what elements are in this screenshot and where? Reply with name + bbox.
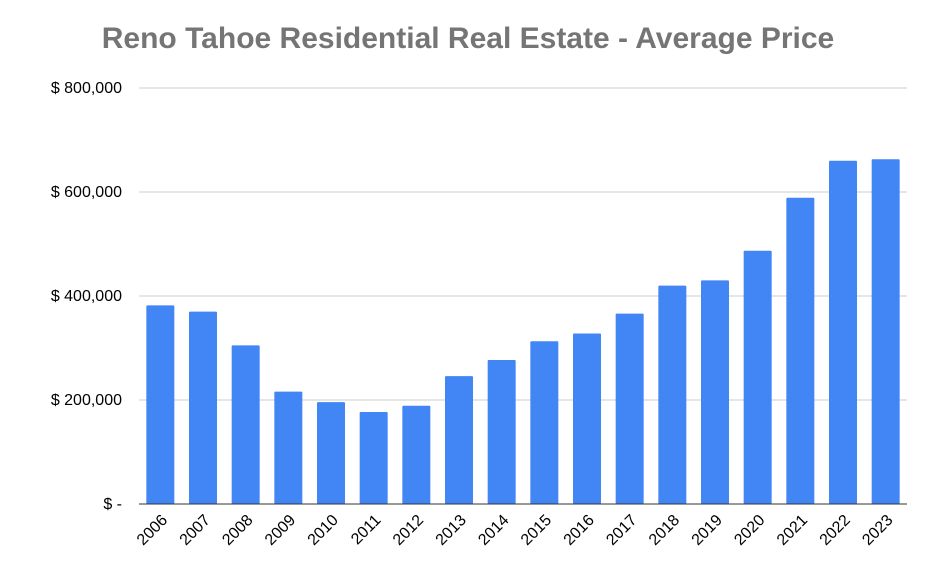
bar-2014 bbox=[487, 359, 516, 504]
x-tick-label-2010: 2010 bbox=[305, 512, 342, 549]
x-tick-label-2023: 2023 bbox=[859, 512, 896, 549]
x-tick-label-2017: 2017 bbox=[603, 512, 640, 549]
x-tick-label-2016: 2016 bbox=[561, 512, 598, 549]
x-tick-label-2013: 2013 bbox=[433, 512, 470, 549]
y-tick-label: $ 600,000 bbox=[51, 184, 122, 201]
x-tick-label-2006: 2006 bbox=[134, 512, 171, 549]
x-tick-label-2022: 2022 bbox=[817, 512, 854, 549]
y-tick-label: $ - bbox=[103, 496, 122, 513]
bar-2013 bbox=[445, 376, 473, 504]
bar-2018 bbox=[658, 285, 687, 504]
bar-2017 bbox=[615, 313, 644, 504]
x-tick-label-2012: 2012 bbox=[390, 512, 427, 549]
bar-2008 bbox=[231, 345, 260, 504]
x-tick-label-2015: 2015 bbox=[518, 512, 555, 549]
y-tick-label: $ 400,000 bbox=[51, 288, 122, 305]
x-tick-label-2018: 2018 bbox=[646, 512, 683, 549]
bar-2009 bbox=[274, 391, 303, 504]
y-tick-label: $ 800,000 bbox=[51, 80, 122, 97]
bar-2015 bbox=[530, 341, 559, 504]
bar-2006 bbox=[146, 305, 175, 504]
bar-2021 bbox=[786, 197, 815, 504]
chart-title: Reno Tahoe Residential Real Estate - Ave… bbox=[101, 22, 835, 55]
bar-2022 bbox=[829, 160, 857, 505]
gridlines bbox=[139, 87, 907, 401]
bar-2016 bbox=[573, 333, 601, 504]
x-axis-tick-labels: 2006 2007 2008 2009 2010 2011 2012 2013 2014 2015… bbox=[134, 512, 897, 549]
bar-2010 bbox=[317, 402, 345, 504]
x-tick-label-2009: 2009 bbox=[262, 512, 299, 549]
x-tick-label-2007: 2007 bbox=[177, 512, 214, 549]
bar-2012 bbox=[402, 405, 431, 504]
x-tick-label-2019: 2019 bbox=[689, 512, 726, 549]
x-tick-label-2020: 2020 bbox=[731, 512, 768, 549]
x-tick-label-2008: 2008 bbox=[219, 512, 256, 549]
bar-2011 bbox=[359, 411, 388, 504]
bar-2023 bbox=[871, 159, 900, 505]
x-tick-label-2014: 2014 bbox=[475, 512, 512, 549]
bar-2020 bbox=[743, 250, 772, 504]
bars bbox=[146, 159, 900, 505]
x-tick-label-2011: 2011 bbox=[348, 512, 384, 548]
bar-2019 bbox=[701, 280, 729, 504]
y-axis-tick-labels: $ - $ 200,000 $ 400,000 $ 600,000 $ 800,000 bbox=[51, 80, 122, 513]
y-tick-label: $ 200,000 bbox=[51, 392, 122, 409]
x-tick-label-2021: 2021 bbox=[774, 512, 811, 549]
bar-2007 bbox=[189, 311, 217, 504]
